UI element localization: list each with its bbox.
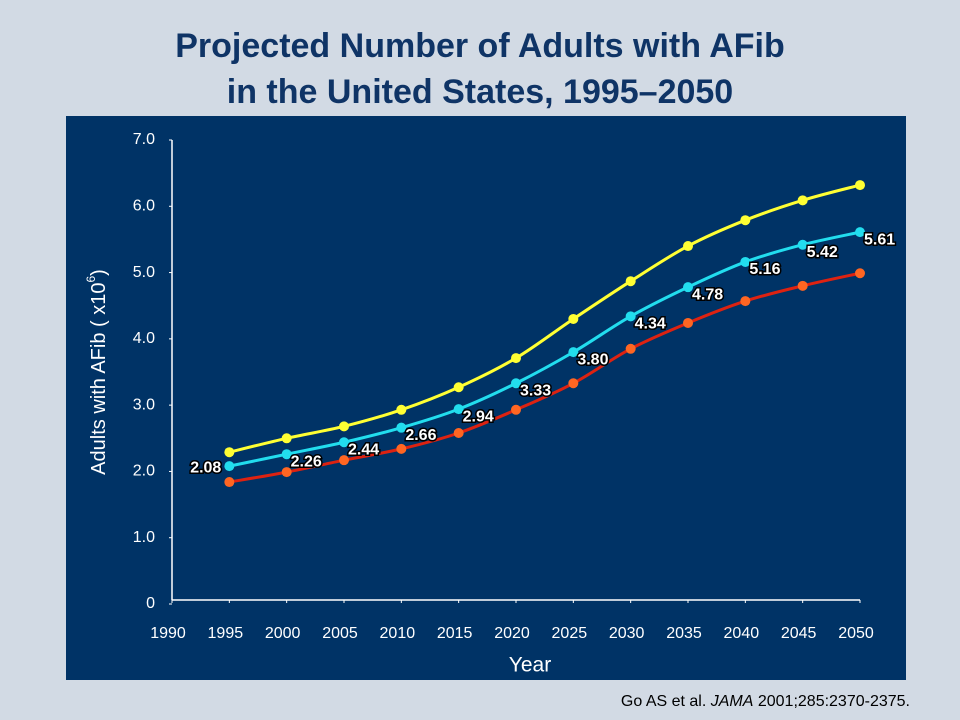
y-tick-label: 7.0 bbox=[133, 131, 155, 148]
data-point bbox=[797, 195, 808, 206]
data-point bbox=[683, 317, 693, 328]
x-tick-label: 2030 bbox=[609, 625, 645, 642]
y-tick-label: 5.0 bbox=[133, 264, 155, 281]
x-tick-label: 2035 bbox=[666, 625, 702, 642]
data-label: 2.66 bbox=[405, 427, 436, 444]
data-label: 2.44 bbox=[348, 441, 379, 458]
data-point bbox=[224, 447, 235, 458]
x-tick-label: 2050 bbox=[838, 625, 874, 642]
x-tick-label: 2005 bbox=[322, 625, 358, 642]
data-label: 3.80 bbox=[577, 351, 608, 368]
data-point bbox=[339, 455, 349, 466]
data-label: 2.26 bbox=[291, 453, 322, 470]
data-point bbox=[683, 241, 693, 252]
y-tick-label: 1.0 bbox=[133, 529, 155, 546]
data-point bbox=[511, 404, 521, 415]
data-label: 2.94 bbox=[463, 408, 494, 425]
data-label: 5.16 bbox=[749, 261, 780, 278]
data-point bbox=[511, 353, 521, 364]
data-point bbox=[625, 276, 636, 287]
x-tick-label: 2020 bbox=[494, 625, 530, 642]
data-point bbox=[855, 268, 865, 279]
data-point bbox=[740, 296, 751, 307]
y-tick-label: 0 bbox=[146, 595, 155, 612]
citation-text: 2001;285:2370-2375. bbox=[753, 693, 910, 710]
citation-text: Go AS et al. bbox=[621, 693, 711, 710]
data-point bbox=[625, 311, 636, 322]
data-point bbox=[683, 282, 693, 293]
data-label: 2.08 bbox=[190, 459, 221, 476]
data-point bbox=[740, 215, 751, 226]
citation-journal: JAMA bbox=[710, 693, 754, 710]
x-tick-label: 2000 bbox=[265, 625, 301, 642]
data-point bbox=[453, 427, 464, 438]
data-point bbox=[855, 227, 865, 238]
data-point bbox=[453, 382, 464, 393]
data-point bbox=[797, 239, 808, 250]
data-point bbox=[396, 443, 407, 454]
data-point bbox=[568, 378, 579, 389]
data-label: 3.33 bbox=[520, 382, 551, 399]
title-line: Projected Number of Adults with AFib bbox=[175, 27, 785, 65]
x-tick-label: 1995 bbox=[208, 625, 244, 642]
y-tick-label: 3.0 bbox=[133, 396, 155, 413]
x-tick-label: 2025 bbox=[552, 625, 588, 642]
data-point bbox=[453, 404, 464, 415]
x-tick-label: 2010 bbox=[380, 625, 416, 642]
y-axis-label-text: Adults with AFib ( x10 bbox=[88, 283, 110, 475]
x-tick-label: 2040 bbox=[724, 625, 760, 642]
y-tick-label: 6.0 bbox=[133, 198, 155, 215]
data-label: 4.34 bbox=[635, 316, 666, 333]
data-point bbox=[339, 421, 349, 432]
data-point bbox=[855, 180, 865, 191]
data-point bbox=[224, 477, 235, 488]
data-label: 5.61 bbox=[864, 231, 895, 248]
y-axis-label-text: ) bbox=[88, 269, 110, 276]
data-point bbox=[568, 347, 579, 358]
title-line: in the United States, 1995–2050 bbox=[227, 73, 733, 111]
data-point bbox=[281, 433, 292, 444]
y-axis-label-exponent: 6 bbox=[84, 276, 98, 283]
y-axis-label: Adults with AFib ( x106) bbox=[84, 269, 110, 475]
data-point bbox=[625, 343, 636, 354]
data-point bbox=[396, 404, 407, 415]
data-point bbox=[511, 378, 521, 389]
data-point bbox=[281, 449, 292, 460]
data-label: 5.42 bbox=[807, 244, 838, 261]
y-tick-label: 4.0 bbox=[133, 330, 155, 347]
data-point bbox=[396, 422, 407, 433]
data-label: 4.78 bbox=[692, 286, 723, 303]
x-axis-label: Year bbox=[509, 654, 551, 677]
citation: Go AS et al. JAMA 2001;285:2370-2375. bbox=[621, 693, 910, 710]
data-point bbox=[224, 461, 235, 472]
data-point bbox=[568, 313, 579, 324]
data-point bbox=[339, 437, 349, 448]
x-tick-label: 2045 bbox=[781, 625, 817, 642]
x-tick-label: 1990 bbox=[150, 625, 186, 642]
data-point bbox=[797, 280, 808, 291]
data-point bbox=[740, 256, 751, 267]
data-point bbox=[281, 467, 292, 478]
y-tick-label: 2.0 bbox=[133, 463, 155, 480]
x-tick-label: 2015 bbox=[437, 625, 473, 642]
